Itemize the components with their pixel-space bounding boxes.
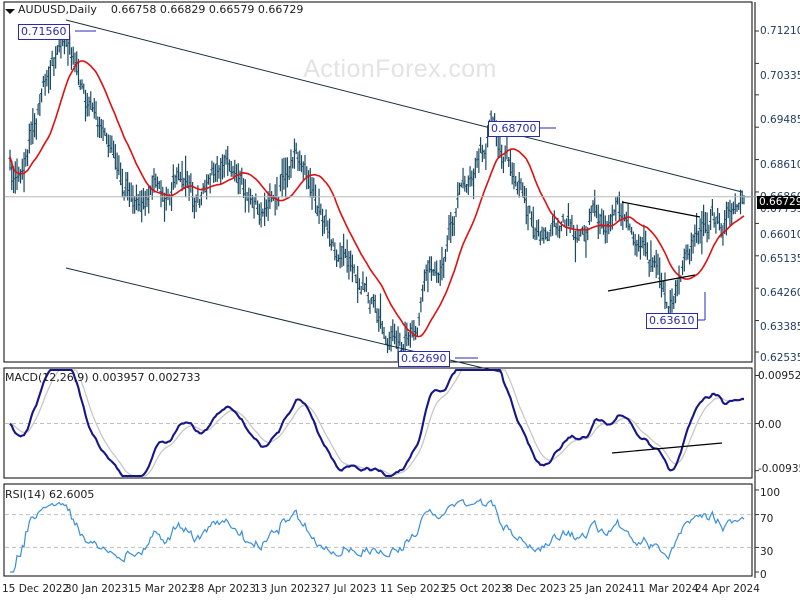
price-axis-label: 0.68610 [760, 159, 800, 171]
macd-trendline [611, 442, 723, 454]
ohlc-values: 0.66758 0.66829 0.66579 0.66729 [110, 3, 304, 16]
date-axis-label: 30 Jan 2023 [65, 583, 128, 595]
price-axis-label: 0.63385 [760, 321, 800, 333]
date-axis-label: 8 Dec 2023 [506, 583, 567, 595]
price-axis-label: 0.69485 [760, 114, 800, 126]
date-axis-label: 24 Apr 2024 [695, 583, 760, 595]
macd-line [9, 368, 745, 478]
price-axis-label: 0.65135 [760, 253, 800, 265]
annotation-label-high-1[interactable]: 0.71560 [18, 24, 70, 40]
macd-header: MACD(12,26,9) 0.003957 0.002733 [5, 371, 201, 384]
wedge-upper-line [621, 201, 701, 218]
date-axis-label: 11 Mar 2024 [632, 583, 699, 595]
symbol-header: AUDUSD,Daily 0.66758 0.66829 0.66579 0.6… [18, 3, 303, 16]
date-axis-label: 28 Apr 2023 [191, 583, 256, 595]
macd-panel-frame [3, 367, 753, 479]
macd-axis-label: 0.009524 [758, 370, 800, 382]
rsi-axis-label: 30 [760, 546, 774, 558]
rsi-line [10, 498, 745, 573]
rsi-header: RSI(14) 62.6005 [5, 488, 95, 501]
rsi-axis-label: 70 [760, 513, 774, 525]
price-axis-label: 0.62535 [760, 352, 800, 364]
date-axis-label: 15 Dec 2022 [2, 583, 70, 595]
price-axis-label: 0.66010 [760, 229, 800, 241]
rsi-axis-label: 0 [760, 569, 767, 581]
annotation-label-high-2[interactable]: 0.68700 [488, 121, 540, 137]
macd-axis-label: 0.00 [758, 419, 782, 431]
date-axis-label: 11 Sep 2023 [380, 583, 447, 595]
macd-axis-label: -0.00935 [758, 463, 800, 475]
date-axis-label: 25 Jan 2024 [569, 583, 632, 595]
price-bars-group [8, 26, 745, 361]
watermark: ActionForex.com [303, 55, 497, 83]
date-axis-label: 13 Jun 2023 [254, 583, 318, 595]
date-axis-label: 15 Mar 2023 [128, 583, 195, 595]
annotation-label-low-1[interactable]: 0.62690 [398, 351, 450, 367]
annotation-label-low-2[interactable]: 0.63610 [646, 313, 698, 329]
date-axis-label: 27 Jul 2023 [317, 583, 377, 595]
date-axis-label: 25 Oct 2023 [443, 583, 508, 595]
triangle-down-icon[interactable] [5, 9, 15, 14]
symbol-name: AUDUSD,Daily [18, 3, 97, 16]
price-axis-label: 0.64260 [760, 287, 800, 299]
wedge-lower-line [607, 274, 696, 292]
rsi-axis-label: 100 [760, 487, 781, 499]
current-price-tag: 0.66729 [757, 196, 800, 209]
price-axis-label: 0.70335 [760, 70, 800, 82]
moving-average-line [9, 60, 745, 338]
trendline-upper-channel [65, 19, 743, 193]
rsi-panel-frame [3, 483, 753, 577]
price-axis-label: 0.71210 [760, 25, 800, 37]
